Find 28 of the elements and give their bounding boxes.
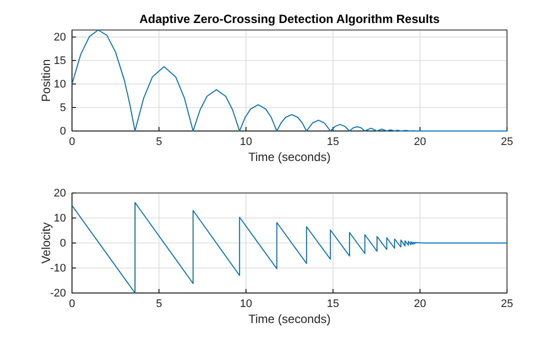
y-tick-label: -10	[50, 262, 66, 275]
y-tick-label: 10	[54, 212, 66, 225]
x-tick-label: 10	[240, 136, 252, 148]
y-tick-label: 10	[54, 78, 66, 91]
y-axis-title: Position	[39, 59, 53, 102]
x-tick-label: 10	[240, 298, 252, 310]
y-tick-label: 20	[54, 32, 66, 44]
y-tick-label: 0	[60, 238, 66, 250]
y-tick-label: 0	[60, 126, 66, 138]
x-tick-label: 25	[500, 136, 514, 148]
x-axis-title: Time (seconds)	[248, 150, 331, 164]
x-tick-label: 5	[156, 298, 162, 310]
x-tick-label: 15	[326, 298, 340, 310]
y-tick-label: 15	[54, 55, 66, 68]
y-axis-title: Velocity	[39, 222, 53, 264]
chart-title: Adaptive Zero-Crossing Detection Algorithm Results	[139, 12, 440, 26]
y-tick-label: 20	[54, 188, 66, 200]
x-tick-label: 25	[500, 298, 514, 310]
y-tick-label: 5	[60, 102, 66, 114]
x-axis-title: Time (seconds)	[248, 312, 331, 326]
x-tick-label: 15	[326, 136, 340, 148]
x-tick-label: 5	[156, 136, 162, 148]
x-tick-label: 0	[68, 136, 76, 148]
x-tick-label: 0	[68, 298, 76, 310]
x-tick-label: 20	[414, 136, 426, 148]
x-tick-label: 20	[414, 298, 426, 310]
line-series	[72, 30, 507, 132]
y-tick-label: -20	[50, 288, 66, 300]
